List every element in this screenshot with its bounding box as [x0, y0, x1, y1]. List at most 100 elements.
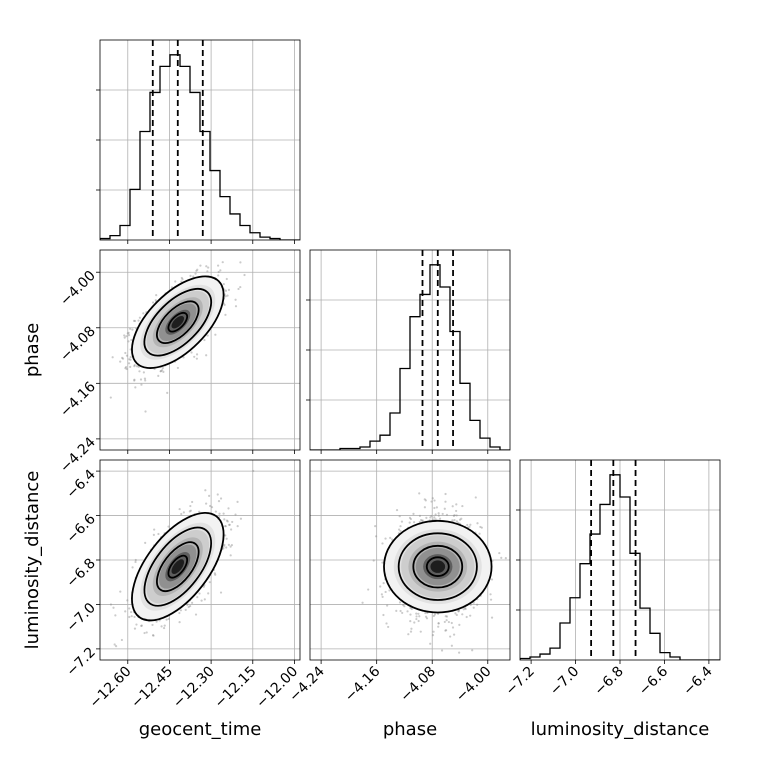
- scatter-point: [374, 535, 378, 538]
- scatter-point: [429, 516, 432, 519]
- scatter-point: [386, 604, 389, 607]
- scatter-point: [129, 327, 132, 330]
- scatter-point: [178, 507, 181, 511]
- scatter-point: [400, 520, 404, 523]
- scatter-point: [408, 521, 411, 524]
- scatter-point: [144, 379, 147, 382]
- scatter-point: [489, 593, 492, 596]
- xtick-label-phase-2: −4.08: [397, 664, 439, 706]
- ylabel-phase: phase: [22, 323, 43, 377]
- scatter-point: [129, 355, 132, 359]
- scatter-point: [361, 601, 364, 604]
- panel-frame-0-1: [99, 249, 301, 451]
- scatter-point: [174, 280, 177, 283]
- joint-phase-luminosity_distance: [361, 492, 507, 654]
- scatter-point: [186, 603, 189, 607]
- scatter-point: [469, 614, 472, 617]
- histogram-phase: [310, 250, 510, 450]
- scatter-point: [447, 620, 450, 624]
- scatter-point: [196, 268, 199, 271]
- scatter-point: [382, 613, 385, 617]
- xtick-label-luminosity_distance-1: −7.0: [547, 664, 582, 699]
- scatter-point: [419, 630, 422, 633]
- panel-frame-1-2: [309, 459, 511, 661]
- scatter-point: [206, 270, 209, 273]
- scatter-point: [224, 534, 227, 537]
- scatter-point: [184, 608, 187, 611]
- scatter-point: [133, 627, 137, 630]
- ytick-label-phase-1: −4.16: [57, 379, 99, 421]
- scatter-point: [234, 305, 238, 308]
- scatter-point: [133, 379, 136, 382]
- scatter-point: [437, 622, 440, 625]
- scatter-point: [230, 528, 233, 531]
- scatter-point: [133, 363, 136, 367]
- scatter-point: [208, 581, 211, 584]
- scatter-point: [209, 504, 212, 508]
- scatter-point: [388, 589, 391, 592]
- panel-frame-1-1: [309, 249, 511, 451]
- scatter-point: [457, 610, 460, 613]
- xtick-label-luminosity_distance-2: −6.8: [591, 664, 626, 699]
- scatter-point: [239, 285, 242, 289]
- scatter-point: [207, 592, 210, 595]
- scatter-point: [424, 615, 428, 618]
- scatter-point: [224, 295, 227, 298]
- grid-1-2: [310, 460, 510, 660]
- scatter-point: [453, 514, 456, 517]
- scatter-point: [213, 572, 216, 575]
- scatter-point: [437, 514, 440, 517]
- scatter-point: [130, 615, 133, 618]
- scatter-point: [425, 617, 429, 620]
- scatter-point: [458, 623, 461, 626]
- histogram-step-phase: [310, 264, 510, 450]
- scatter-point: [234, 513, 237, 516]
- scatter-point: [454, 612, 457, 615]
- scatter-point: [127, 334, 131, 337]
- scatter-point: [419, 518, 423, 522]
- scatter-point: [395, 609, 398, 612]
- scatter-point: [243, 273, 246, 277]
- scatter-point: [430, 500, 433, 503]
- scatter-point: [423, 498, 426, 501]
- scatter-point: [434, 513, 437, 516]
- scatter-point: [133, 615, 136, 619]
- scatter-point: [444, 500, 447, 503]
- scatter-point: [119, 360, 122, 363]
- scatter-point: [194, 613, 198, 616]
- scatter-point: [458, 651, 461, 654]
- scatter-point: [223, 543, 226, 547]
- scatter-point: [161, 366, 164, 370]
- scatter-point: [479, 525, 482, 529]
- scatter-point: [93, 364, 95, 366]
- scatter-point: [129, 365, 132, 368]
- scatter-point: [469, 523, 472, 526]
- scatter-point: [226, 520, 229, 523]
- scatter-point: [421, 519, 424, 523]
- scatter-point: [461, 504, 464, 508]
- scatter-point: [142, 371, 145, 374]
- contour-3: [167, 311, 189, 333]
- contour-3: [425, 556, 450, 577]
- scatter-point: [455, 514, 458, 517]
- scatter-point: [444, 629, 447, 632]
- scatter-point: [109, 396, 112, 399]
- scatter-point: [129, 358, 132, 361]
- scatter-point: [111, 356, 114, 359]
- scatter-point: [217, 500, 221, 503]
- xtick-label-geocent_time-3: −12.15: [212, 664, 260, 712]
- scatter-point: [203, 598, 206, 601]
- histogram-step-geocent_time: [100, 54, 300, 240]
- scatter-point: [476, 522, 479, 525]
- scatter-point: [217, 274, 220, 277]
- scatter-point: [381, 542, 384, 545]
- panel-frame-0-0: [99, 39, 301, 241]
- scatter-point: [433, 499, 436, 502]
- scatter-point: [455, 613, 458, 617]
- scatter-point: [489, 598, 493, 601]
- scatter-point: [182, 511, 185, 514]
- scatter-point: [167, 617, 170, 621]
- scatter-point: [218, 512, 221, 515]
- contour-1: [143, 526, 213, 607]
- scatter-point: [160, 369, 164, 372]
